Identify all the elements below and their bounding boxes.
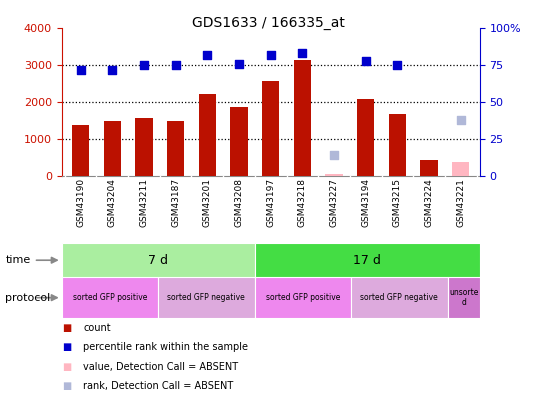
Bar (135, 118, 153, 176)
Bar (262, 81, 279, 176)
Bar (62, 243, 255, 277)
Text: 7 d: 7 d (148, 254, 168, 267)
Text: rank, Detection Call = ABSENT: rank, Detection Call = ABSENT (83, 382, 233, 391)
Bar (255, 243, 480, 277)
Bar (72, 125, 90, 176)
Text: sorted GFP negative: sorted GFP negative (167, 293, 245, 302)
Bar (158, 277, 255, 318)
Text: sorted GFP negative: sorted GFP negative (360, 293, 438, 302)
Text: GSM43227: GSM43227 (330, 178, 339, 227)
Point (108, 66, 117, 73)
Point (140, 62, 148, 68)
Text: ■: ■ (62, 343, 71, 352)
Bar (230, 107, 248, 176)
Bar (255, 277, 351, 318)
Text: count: count (83, 323, 111, 333)
Text: percentile rank within the sample: percentile rank within the sample (83, 343, 248, 352)
Bar (389, 114, 406, 176)
Text: GDS1633 / 166335_at: GDS1633 / 166335_at (191, 16, 345, 30)
Point (361, 58, 370, 64)
Bar (448, 277, 480, 318)
Point (203, 52, 212, 58)
Bar (62, 277, 158, 318)
Text: GSM43218: GSM43218 (298, 178, 307, 227)
Text: GSM43215: GSM43215 (393, 178, 402, 227)
Bar (199, 94, 216, 176)
Text: GSM43204: GSM43204 (108, 178, 117, 227)
Bar (452, 162, 470, 176)
Bar (167, 122, 184, 176)
Text: unsorte
d: unsorte d (449, 288, 478, 307)
Point (266, 52, 275, 58)
Point (330, 152, 338, 159)
Point (457, 117, 465, 123)
Text: ■: ■ (62, 382, 71, 391)
Text: time: time (5, 255, 31, 265)
Text: 17 d: 17 d (353, 254, 381, 267)
Bar (351, 277, 448, 318)
Bar (325, 174, 343, 176)
Bar (357, 99, 375, 176)
Text: GSM43208: GSM43208 (235, 178, 243, 227)
Point (76, 66, 85, 73)
Text: GSM43190: GSM43190 (76, 178, 85, 227)
Text: ■: ■ (62, 362, 71, 372)
Text: GSM43194: GSM43194 (361, 178, 370, 227)
Text: GSM43224: GSM43224 (425, 178, 434, 227)
Text: GSM43197: GSM43197 (266, 178, 275, 227)
Point (235, 61, 243, 67)
Text: value, Detection Call = ABSENT: value, Detection Call = ABSENT (83, 362, 238, 372)
Text: GSM43187: GSM43187 (171, 178, 180, 227)
Text: sorted GFP positive: sorted GFP positive (266, 293, 340, 302)
Point (298, 50, 307, 57)
Bar (294, 60, 311, 176)
Text: GSM43221: GSM43221 (456, 178, 465, 227)
Text: GSM43211: GSM43211 (139, 178, 148, 227)
Point (172, 62, 180, 68)
Text: GSM43201: GSM43201 (203, 178, 212, 227)
Text: ■: ■ (62, 323, 71, 333)
Text: sorted GFP positive: sorted GFP positive (73, 293, 147, 302)
Bar (103, 122, 121, 176)
Point (393, 62, 401, 68)
Bar (420, 160, 438, 176)
Text: protocol: protocol (5, 293, 50, 303)
